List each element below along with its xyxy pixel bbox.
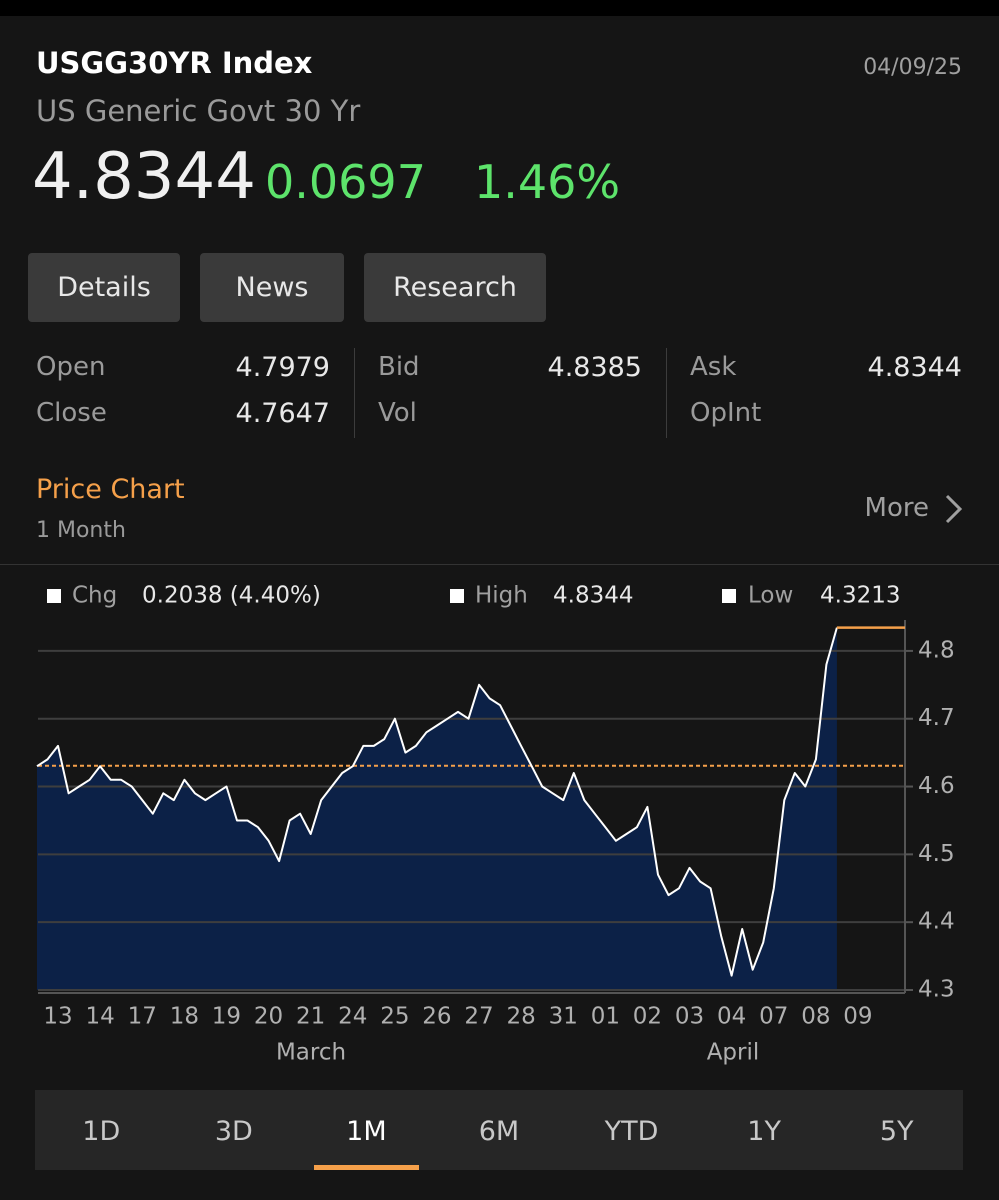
x-tick-label: 24: [338, 1004, 367, 1030]
x-tick-label: 21: [296, 1004, 325, 1030]
stat-label: Close: [36, 398, 107, 428]
legend-swatch: [722, 589, 736, 603]
x-tick-label: 27: [464, 1004, 493, 1030]
legend-swatch: [450, 589, 464, 603]
chevron-icon[interactable]: [940, 492, 970, 526]
stat-value: 4.8344: [867, 352, 962, 383]
status-bar: [0, 0, 999, 16]
stat-label: Vol: [378, 398, 417, 428]
legend-value: 4.3213: [820, 583, 900, 609]
range-button[interactable]: 6M: [478, 1116, 520, 1147]
x-tick-label: 02: [633, 1004, 662, 1030]
range-underline: [314, 1165, 419, 1170]
more-link[interactable]: More: [864, 493, 929, 523]
legend-label: Low: [748, 583, 793, 609]
x-tick-label: 08: [801, 1004, 830, 1030]
range-button[interactable]: 1Y: [747, 1116, 781, 1147]
x-tick-label: 13: [43, 1004, 72, 1030]
divider: [0, 564, 999, 565]
stat-value: 4.8385: [547, 352, 642, 383]
tab-button[interactable]: Details: [28, 253, 180, 322]
area-fill: [37, 627, 837, 990]
legend-label: High: [475, 583, 528, 609]
x-tick-label: 01: [591, 1004, 620, 1030]
stat-label: Bid: [378, 352, 420, 382]
range-button[interactable]: 3D: [214, 1116, 253, 1147]
legend-label: Chg: [72, 583, 117, 609]
section-period: 1 Month: [36, 518, 126, 543]
x-tick-label: 25: [380, 1004, 409, 1030]
separator: [666, 348, 667, 438]
range-button[interactable]: YTD: [604, 1116, 659, 1147]
section-title: Price Chart: [36, 474, 185, 505]
x-tick-label: 09: [843, 1004, 872, 1030]
x-tick-label: 17: [128, 1004, 157, 1030]
x-tick-label: 19: [212, 1004, 241, 1030]
y-tick-label: 4.6: [918, 773, 955, 799]
x-tick-label: 07: [759, 1004, 788, 1030]
x-tick-label: 03: [675, 1004, 704, 1030]
x-tick-label: 28: [507, 1004, 536, 1030]
month-label: March: [276, 1040, 346, 1066]
stat-value: 4.7647: [235, 398, 330, 429]
x-tick-label: 18: [170, 1004, 199, 1030]
date: 04/09/25: [863, 55, 962, 80]
range-button[interactable]: 5Y: [879, 1116, 914, 1147]
legend-value: 4.8344: [553, 583, 633, 609]
tab-button[interactable]: News: [200, 253, 344, 322]
subtitle: US Generic Govt 30 Yr: [36, 94, 361, 128]
separator: [354, 348, 355, 438]
stat-value: 4.7979: [235, 352, 330, 383]
legend-swatch: [47, 589, 61, 603]
y-tick-label: 4.4: [918, 909, 955, 935]
x-tick-label: 31: [549, 1004, 578, 1030]
legend-value: 0.2038 (4.40%): [142, 583, 321, 609]
x-tick-label: 20: [254, 1004, 283, 1030]
range-button[interactable]: 1D: [82, 1116, 121, 1147]
title: USGG30YR Index: [36, 46, 313, 80]
tab-button[interactable]: Research: [364, 253, 546, 322]
x-tick-label: 04: [717, 1004, 746, 1030]
y-tick-label: 4.8: [918, 637, 955, 663]
x-tick-label: 26: [422, 1004, 451, 1030]
change: 0.0697: [265, 155, 426, 209]
y-tick-label: 4.5: [918, 841, 955, 867]
month-label: April: [707, 1040, 760, 1066]
price-line: [36, 627, 838, 977]
range-selector: 1D 3D 1M 6M YTD 1Y 5Y: [35, 1090, 963, 1170]
y-tick-label: 4.7: [918, 705, 955, 731]
range-button[interactable]: 1M: [346, 1116, 387, 1147]
stat-label: Open: [36, 352, 106, 382]
change-pct: 1.46%: [474, 155, 621, 209]
x-tick-label: 14: [86, 1004, 115, 1030]
stat-label: OpInt: [690, 398, 762, 428]
stat-label: Ask: [690, 352, 737, 382]
price-chart: March April Chg 0.2038 (4.40%) High 4.8344 L…: [36, 583, 955, 1066]
y-tick-label: 4.3: [918, 977, 955, 1003]
price: 4.8344: [32, 140, 256, 214]
